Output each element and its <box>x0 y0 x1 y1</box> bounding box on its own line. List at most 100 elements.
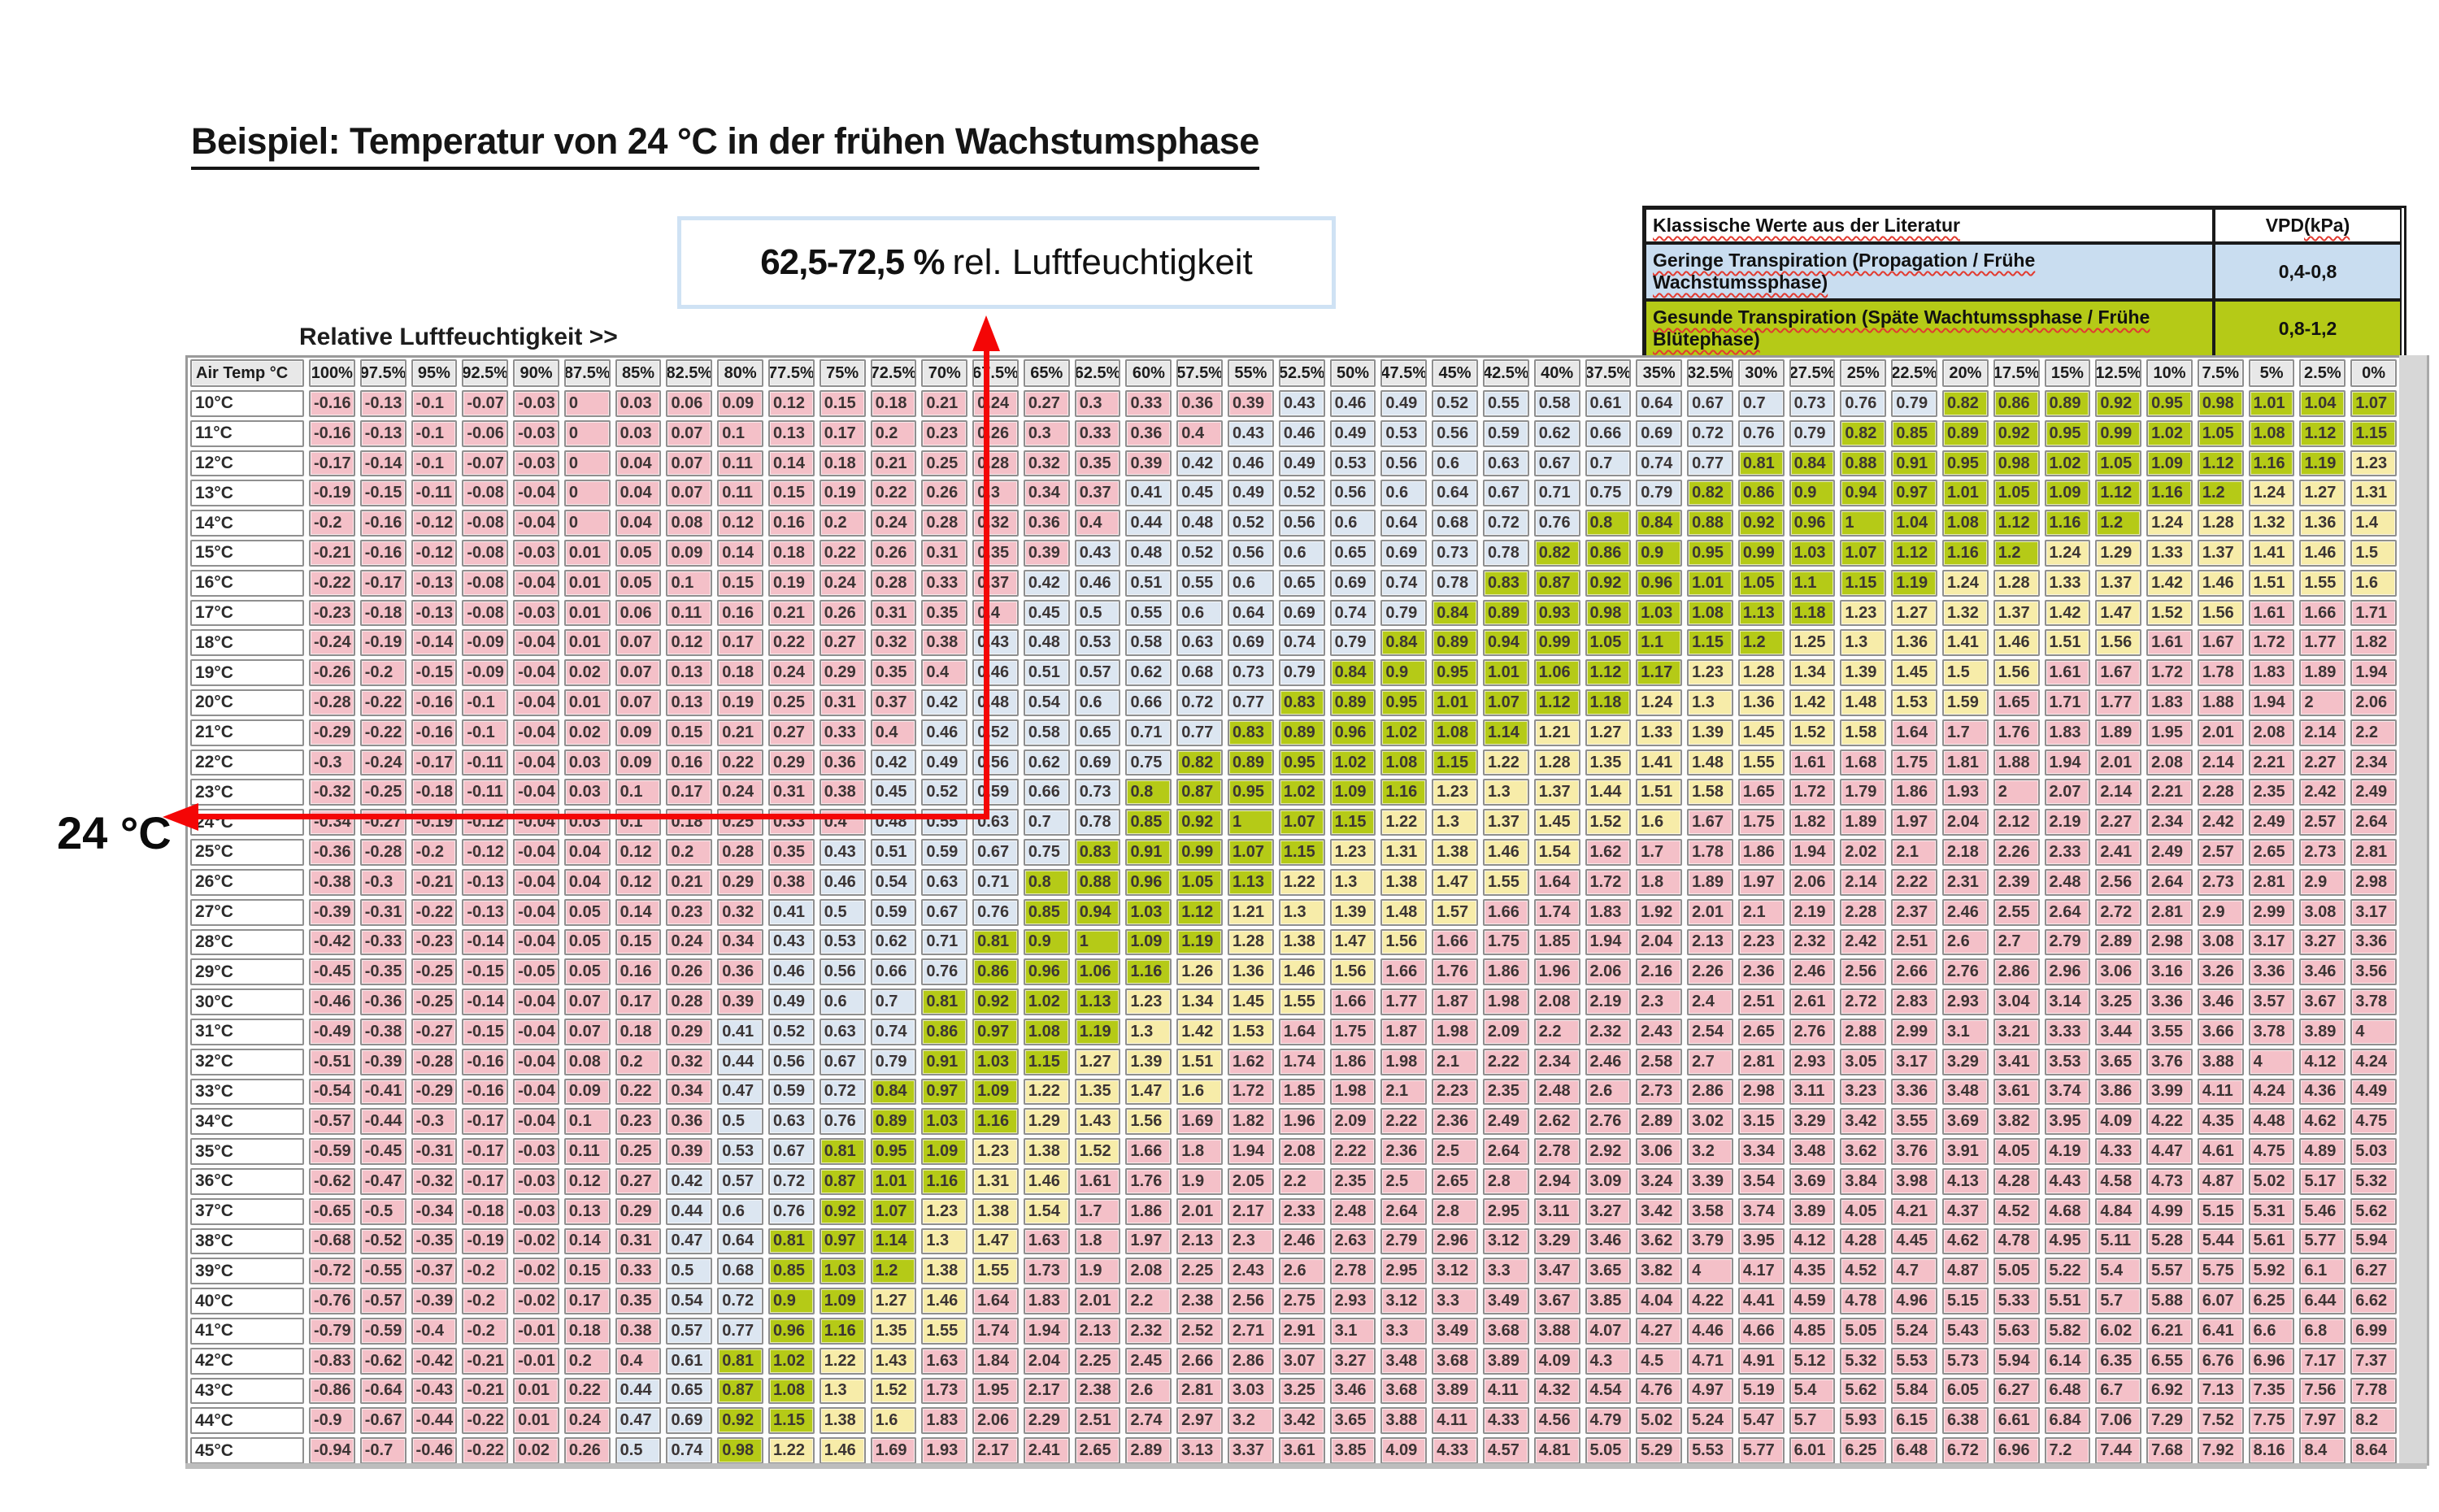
vpd-cell: 0.05 <box>615 540 662 567</box>
vpd-cell: 3.13 <box>1176 1437 1224 1464</box>
vpd-cell: 1.08 <box>1687 599 1733 627</box>
vpd-cell: 3.89 <box>1789 1197 1836 1225</box>
vpd-cell: 1.63 <box>921 1347 968 1375</box>
vpd-cell: 2.17 <box>1023 1377 1070 1405</box>
vpd-cell: 0.05 <box>563 958 611 986</box>
vpd-cell: -0.86 <box>309 1377 355 1405</box>
vpd-cell: 2.57 <box>2299 809 2346 836</box>
vpd-cell: 0.95 <box>1278 749 1325 776</box>
vpd-cell: 2.04 <box>1023 1347 1070 1375</box>
vpd-cell: 2.01 <box>2095 749 2142 776</box>
vpd-cell: -0.9 <box>309 1407 355 1435</box>
vpd-cell: 3.2 <box>1228 1407 1274 1435</box>
vpd-cell: 1.66 <box>1125 1138 1172 1165</box>
vpd-cell: 1.46 <box>1482 839 1529 866</box>
vpd-cell: 0.79 <box>1636 480 1683 507</box>
vpd-cell: 3.48 <box>1380 1347 1428 1375</box>
vpd-cell: 2.9 <box>2299 868 2346 896</box>
vpd-cell: 2.9 <box>2197 898 2244 926</box>
vpd-cell: 1.04 <box>2299 390 2346 417</box>
vpd-cell: 1.89 <box>1840 809 1887 836</box>
vpd-cell: 0.63 <box>921 868 968 896</box>
vpd-cell: 2.64 <box>2350 809 2397 836</box>
vpd-cell: 0.96 <box>768 1317 815 1345</box>
vpd-cell: 0.11 <box>717 480 764 507</box>
vpd-cell: 3.17 <box>2248 928 2295 956</box>
vpd-cell: 3.65 <box>1329 1407 1376 1435</box>
vpd-cell: 0.26 <box>921 480 968 507</box>
vpd-cell: 3.25 <box>1278 1377 1325 1405</box>
vpd-cell: 4.78 <box>1840 1288 1887 1314</box>
vpd-cell: 1.36 <box>2299 510 2346 537</box>
vpd-cell: 4.33 <box>1482 1407 1529 1435</box>
vpd-cell: 0.51 <box>870 839 917 866</box>
vpd-cell: 0.21 <box>717 719 764 746</box>
vpd-cell: 1.77 <box>2095 689 2142 716</box>
vpd-cell: 0.8 <box>1125 779 1172 806</box>
vpd-cell: 1.94 <box>1023 1317 1070 1345</box>
vpd-cell: 6.1 <box>2299 1258 2346 1285</box>
vpd-cell: 2.26 <box>1993 839 2040 866</box>
vpd-cell: 0.85 <box>1023 898 1070 926</box>
vpd-cell: 0.64 <box>1380 510 1428 537</box>
vpd-cell: 2.8 <box>1432 1197 1478 1225</box>
vpd-cell: 0.57 <box>1074 659 1121 687</box>
vpd-cell: 0.09 <box>615 719 662 746</box>
vpd-cell: 0.18 <box>870 390 917 417</box>
vpd-cell: 1.38 <box>1278 928 1325 956</box>
vpd-cell: 0.09 <box>563 1078 611 1106</box>
vpd-cell: 2.08 <box>1125 1258 1172 1285</box>
vpd-cell: 0.63 <box>1176 629 1224 657</box>
vpd-cell: 1.16 <box>972 1108 1019 1136</box>
vpd-cell: 0.6 <box>819 988 866 1015</box>
vpd-cell: 1.98 <box>1380 1048 1428 1075</box>
vpd-cell: 0.62 <box>1125 659 1172 687</box>
vpd-cell: 1.02 <box>2146 419 2193 447</box>
vpd-cell: -0.04 <box>513 1078 559 1106</box>
vpd-cell: 1.3 <box>1432 809 1478 836</box>
vpd-cell: -0.59 <box>359 1317 406 1345</box>
vpd-cell: 0.38 <box>819 779 866 806</box>
vpd-cell: 1.23 <box>1840 599 1887 627</box>
vpd-cell: 3.86 <box>2095 1078 2142 1106</box>
vpd-cell: 1.2 <box>1993 540 2040 567</box>
vpd-cell: -0.13 <box>462 898 509 926</box>
vpd-cell: 3.12 <box>1432 1258 1478 1285</box>
vpd-cell: 1.33 <box>2146 540 2193 567</box>
vpd-cell: 1.81 <box>1941 749 1989 776</box>
vpd-cell: 0.67 <box>972 839 1019 866</box>
vpd-cell: 0.33 <box>819 719 866 746</box>
vpd-cell: 0.59 <box>870 898 917 926</box>
vpd-cell: 0.36 <box>819 749 866 776</box>
vpd-cell: -0.04 <box>513 689 559 716</box>
vpd-cell: 0.7 <box>1585 450 1632 477</box>
vpd-cell: 0.34 <box>717 928 764 956</box>
vpd-cell: 0.43 <box>972 629 1019 657</box>
vpd-cell: 3.11 <box>1533 1197 1580 1225</box>
vpd-cell: 0.03 <box>615 419 662 447</box>
vpd-cell: 4.05 <box>1993 1138 2040 1165</box>
vpd-cell: 6.7 <box>2095 1377 2142 1405</box>
vpd-cell: 0.84 <box>1789 450 1836 477</box>
vpd-cell: 0.89 <box>1228 749 1274 776</box>
vpd-cell: 0.22 <box>717 749 764 776</box>
vpd-cell: 3.11 <box>1789 1078 1836 1106</box>
vpd-cell: 0.97 <box>819 1227 866 1255</box>
vpd-cell: 0.72 <box>1482 510 1529 537</box>
vpd-cell: 1.61 <box>1789 749 1836 776</box>
vpd-cell: 5.15 <box>1941 1288 1989 1314</box>
temp-label: 39°C <box>190 1258 304 1285</box>
vpd-cell: -0.17 <box>359 569 406 597</box>
vpd-cell: 4.95 <box>2044 1227 2091 1255</box>
vpd-cell: 1.75 <box>1737 809 1785 836</box>
vpd-cell: 0.27 <box>768 719 815 746</box>
humidity-header: 17.5% <box>1993 359 2040 387</box>
vpd-cell: 1.08 <box>2248 419 2295 447</box>
temp-label: 37°C <box>190 1197 304 1225</box>
vpd-cell: 5.75 <box>2197 1258 2244 1285</box>
vpd-cell: 2.36 <box>1432 1108 1478 1136</box>
vpd-cell: 2.32 <box>1585 1018 1632 1045</box>
vpd-cell: 0.49 <box>921 749 968 776</box>
vpd-cell: 0.65 <box>666 1377 713 1405</box>
vpd-cell: 5.53 <box>1687 1437 1733 1464</box>
